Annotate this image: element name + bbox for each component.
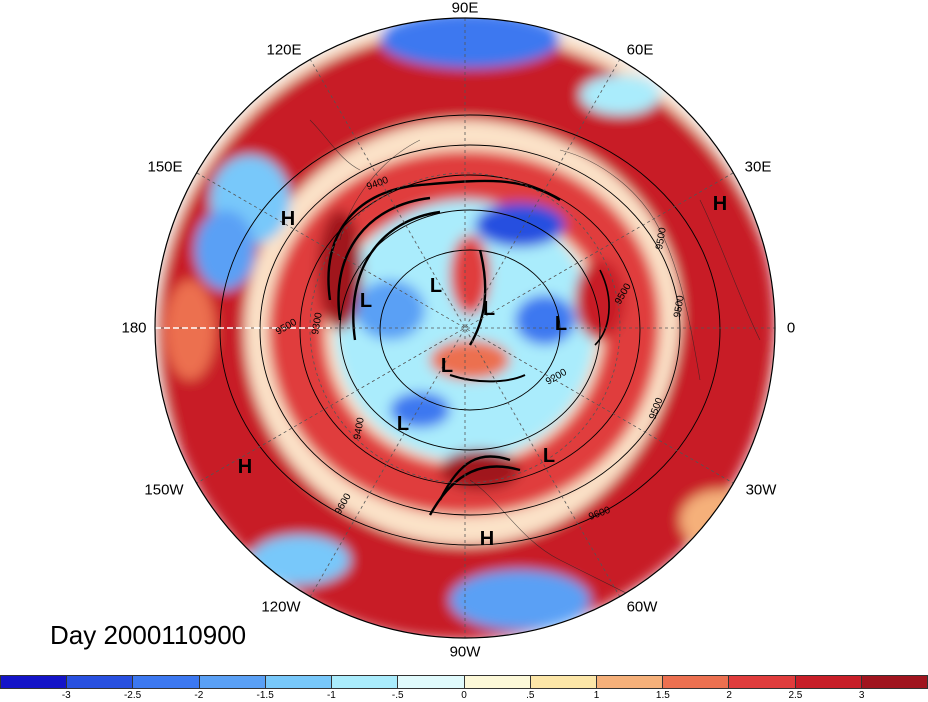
day-title: Day 2000110900 [50, 620, 247, 650]
lon-label-90e: 90E [451, 0, 479, 17]
pressure-center: L [555, 313, 567, 335]
lon-label-150e: 150E [147, 158, 183, 176]
colorbar-tick-label: -1 [326, 690, 336, 701]
contour-label: 9500 [654, 226, 669, 250]
pressure-center: L [397, 413, 409, 435]
geopotential-contours [219, 114, 721, 546]
colorbar-cell [199, 675, 266, 689]
colorbar-ticks: -3 -2.5 -2 -1.5 -1 -.5 0 .5 1 1.5 2 2.5 3 [0, 690, 928, 702]
lon-label-120w: 120W [261, 598, 301, 616]
colorbar-cell [795, 675, 862, 689]
lon-label-60e: 60E [626, 41, 654, 59]
colorbar-tick-label: 3 [858, 690, 865, 701]
pressure-center: L [543, 445, 555, 467]
pressure-center: L [360, 290, 372, 312]
colorbar-cell [0, 675, 68, 689]
contour-label: 9300 [310, 311, 325, 335]
pressure-center: L [430, 275, 442, 297]
lon-label-120e: 120E [266, 41, 302, 59]
lon-label-180: 180 [121, 319, 147, 337]
colorbar-tick-label: -.5 [391, 690, 404, 701]
colorbar-cell [596, 675, 664, 689]
colorbar-cell [861, 675, 928, 689]
lon-label-90w: 90W [449, 643, 481, 661]
lon-label-0: 0 [786, 319, 796, 337]
contour-label: 9500 [672, 294, 687, 318]
lon-label-60w: 60W [626, 598, 658, 616]
pressure-center: L [441, 355, 453, 377]
pressure-center: H [238, 456, 252, 478]
lon-label-30w: 30W [745, 481, 777, 499]
contour-label: 9400 [352, 416, 367, 440]
colorbar-cell [332, 675, 399, 689]
pressure-center: H [713, 193, 727, 215]
colorbar-tick-label: -1.5 [256, 690, 274, 701]
colorbar-tick-label: .5 [526, 690, 535, 701]
colorbar-cell [530, 675, 597, 689]
colorbar-cell [133, 675, 200, 689]
colorbar-tick-label: 2.5 [788, 690, 803, 701]
pressure-center: H [480, 528, 494, 550]
colorbar-cell [663, 675, 730, 689]
colorbar-tick-label: -2 [194, 690, 204, 701]
colorbar [0, 675, 928, 689]
colorbar-cell [398, 675, 465, 689]
colorbar-cell [67, 675, 134, 689]
pressure-center: H [281, 208, 295, 230]
colorbar-cell [464, 675, 531, 689]
colorbar-cell [265, 675, 333, 689]
colorbar-tick-label: 0 [461, 690, 467, 701]
lon-label-30e: 30E [744, 158, 772, 176]
colorbar-tick-label: 1.5 [655, 690, 670, 701]
colorbar-tick-label: -2.5 [123, 690, 142, 701]
colorbar-cell [729, 675, 796, 689]
pressure-center: L [483, 298, 495, 320]
colorbar-tick-label: -3 [61, 690, 71, 701]
colorbar-tick-label: 2 [726, 690, 732, 701]
colorbar-tick-label: 1 [593, 690, 600, 701]
map-boundary [154, 17, 776, 639]
pressure-centers: H H H H L L L L L L L [238, 193, 727, 550]
lon-label-150w: 150W [144, 481, 184, 499]
